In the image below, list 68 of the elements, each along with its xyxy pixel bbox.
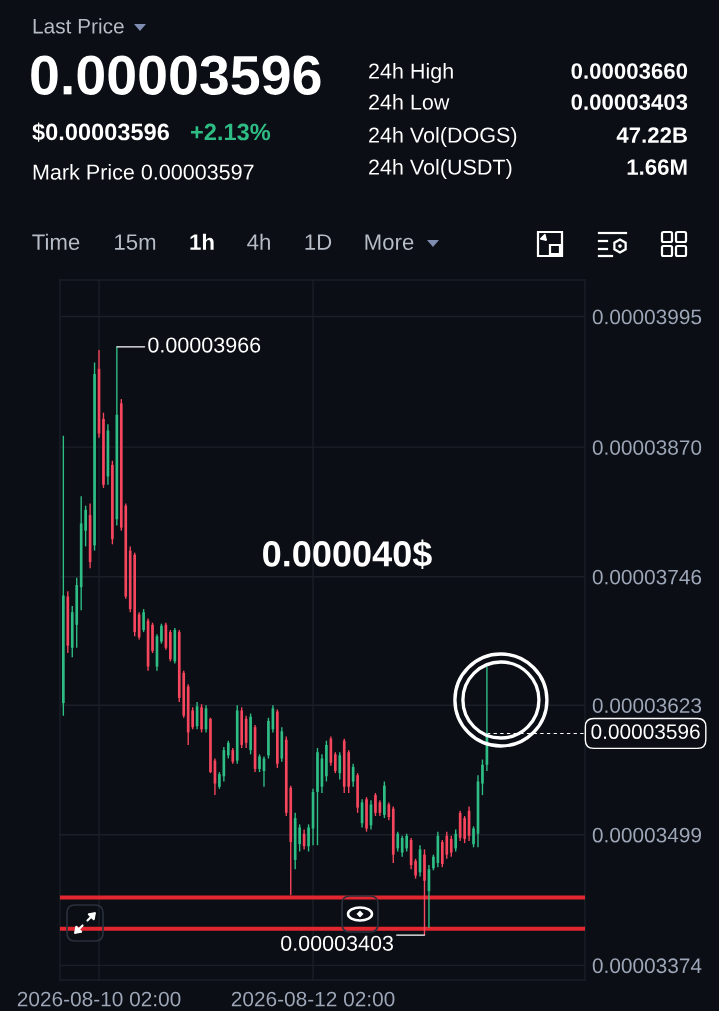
text: 24h Low: [369, 93, 450, 110]
candlestick: [218, 771, 221, 790]
candlestick: [365, 796, 368, 833]
candlestick: [102, 411, 105, 489]
text: 0.00003596: [31, 55, 321, 95]
y-tick-label: 0.00003623: [592, 698, 702, 713]
candlestick: [400, 835, 404, 858]
candlestick: [160, 623, 163, 645]
candlestick: [454, 828, 458, 853]
candlestick: [423, 848, 426, 936]
candlestick: [307, 823, 310, 853]
ref-line-label: 0.00003596: [591, 724, 700, 740]
y-tick-label: 0.00003746: [592, 569, 702, 585]
candlestick: [472, 825, 475, 849]
text: 0.00003403: [571, 94, 688, 110]
candlestick: [356, 772, 359, 814]
candlestick: [432, 853, 435, 871]
y-tick-label: 0.00003374: [592, 958, 702, 974]
x-tick-label: 2026-08-10 02:00: [17, 991, 181, 1007]
text: +2.13%: [190, 123, 271, 141]
candlestick: [169, 629, 172, 663]
text: 1D: [305, 234, 332, 250]
candlestick: [62, 434, 65, 717]
y-tick-label: 0.00003499: [592, 827, 702, 843]
annotation: 0.00003403: [281, 935, 393, 951]
candlestick: [440, 839, 444, 868]
annotation: 0.00003966: [148, 337, 261, 353]
text: Time: [32, 233, 80, 250]
text: 0.00003660: [571, 63, 688, 79]
text: 4h: [247, 233, 270, 250]
candlestick: [338, 751, 342, 781]
candlestick: [249, 712, 252, 756]
candlestick: [445, 830, 449, 860]
candlestick: [316, 747, 319, 846]
y-tick-label: 0.00003870: [592, 440, 702, 455]
candlestick: [463, 815, 466, 844]
text: Last Price: [33, 18, 124, 34]
candlestick: [111, 460, 114, 546]
annotation: 0.000040$: [263, 539, 432, 570]
candlestick: [449, 835, 453, 858]
candlestick: [209, 717, 212, 774]
text: $0.00003596: [32, 122, 170, 142]
text: Mark Price 0.00003597: [33, 163, 254, 180]
y-tick-label: 0.00003995: [592, 309, 702, 325]
text: 24h Vol(USDT): [369, 158, 512, 180]
candlestick: [414, 858, 417, 880]
text: 15m: [115, 234, 156, 250]
candlestick: [396, 830, 400, 853]
text: More: [365, 234, 414, 250]
candlestick: [374, 792, 377, 817]
text: 1h: [190, 233, 214, 250]
text: 24h High: [369, 62, 453, 84]
candlestick: [142, 608, 145, 633]
candlestick: [383, 780, 386, 819]
candlestick: [333, 751, 337, 774]
x-tick-label: 2026-08-12 02:00: [231, 991, 395, 1007]
candlestick: [481, 758, 484, 796]
text: 24h Vol(DOGS): [369, 126, 517, 148]
candlestick: [405, 833, 408, 853]
candlestick: [276, 708, 279, 769]
candlestick: [258, 753, 261, 773]
text: 1.66M: [627, 159, 687, 175]
text: 47.22B: [616, 127, 687, 143]
candlestick: [267, 717, 270, 760]
candlestick: [93, 361, 96, 552]
candlestick: [325, 740, 328, 783]
candlestick: [200, 703, 203, 734]
candlestick: [151, 621, 154, 654]
